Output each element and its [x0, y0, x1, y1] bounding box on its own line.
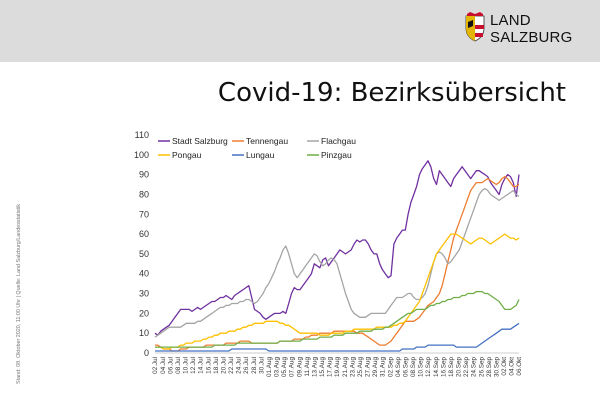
x-tick-label: 04.Okt [509, 357, 516, 376]
y-tick-label: 60 [139, 229, 149, 239]
x-tick-label: 06.Okt [516, 357, 523, 376]
chart-lines [154, 160, 520, 352]
legend-label: Stadt Salzburg [172, 136, 228, 146]
legend-entry: Pongau [158, 150, 202, 160]
y-tick-label: 30 [139, 289, 149, 299]
x-tick-label: 02.Jul [152, 357, 159, 374]
header-band [0, 0, 600, 62]
y-tick-label: 90 [139, 170, 149, 180]
x-tick-label: 30.Sep [493, 357, 500, 377]
x-tick-label: 04.Jul [160, 357, 167, 374]
x-tick-label: 15.Aug [319, 357, 326, 377]
x-tick-label: 25.Aug [357, 357, 364, 377]
y-tick-label: 50 [139, 249, 149, 259]
x-tick-label: 10.Sep [418, 357, 425, 377]
x-tick-label: 22.Sep [463, 357, 470, 377]
legend-entry: Pinzgau [307, 150, 352, 160]
x-tick-label: 19.Aug [334, 357, 341, 377]
land-salzburg-logo: LAND SALZBURG [464, 12, 594, 52]
x-tick-label: 20.Jul [220, 357, 227, 374]
x-tick-label: 11.Aug [304, 357, 311, 377]
x-tick-label: 08.Sep [410, 357, 417, 377]
x-tick-label: 30.Jul [258, 357, 265, 374]
x-tick-label: 31.Aug [380, 357, 387, 377]
x-tick-label: 28.Jul [251, 357, 258, 374]
x-tick-label: 16.Jul [205, 357, 212, 374]
x-tick-label: 24.Sep [471, 357, 478, 377]
x-tick-label: 27.Aug [365, 357, 372, 377]
legend-label: Flachgau [321, 136, 356, 146]
series-line-flachgau [154, 187, 520, 338]
x-tick-label: 07.Aug [289, 357, 296, 377]
logo-line-2: SALZBURG [490, 29, 573, 46]
x-tick-label: 13.Aug [311, 357, 318, 377]
series-line-pinzgau [155, 290, 520, 348]
x-tick-label: 05.Aug [281, 357, 288, 377]
x-tick-label: 12.Sep [425, 357, 432, 377]
y-tick-label: 0 [144, 348, 149, 358]
legend-entry: Stadt Salzburg [158, 136, 228, 146]
x-tick-label: 20.Sep [456, 357, 463, 377]
x-tick-label: 14.Jul [198, 357, 205, 374]
x-tick-label: 10.Jul [183, 357, 190, 374]
x-tick-label: 22.Jul [228, 357, 235, 374]
x-tick-label: 18.Jul [213, 357, 220, 374]
logo-line-1: LAND [490, 12, 531, 29]
x-tick-label: 23.Aug [349, 357, 356, 377]
y-tick-label: 20 [139, 308, 149, 318]
x-tick-label: 21.Aug [342, 357, 349, 377]
x-tick-label: 18.Sep [448, 357, 455, 377]
y-tick-label: 80 [139, 189, 149, 199]
series-line-pongau [155, 233, 520, 350]
legend-entry: Lungau [232, 150, 275, 160]
y-tick-label: 100 [134, 150, 149, 160]
salzburg-coat-of-arms-icon [465, 12, 485, 42]
x-tick-label: 14.Sep [433, 357, 440, 377]
x-tick-label: 02.Sep [387, 357, 394, 377]
legend-label: Tennengau [246, 136, 288, 146]
x-tick-label: 24.Jul [236, 357, 243, 374]
series-line-stadt-salzburg [154, 160, 520, 336]
x-tick-label: 01.Aug [266, 357, 273, 377]
x-tick-label: 08.Jul [175, 357, 182, 374]
legend-entry: Flachgau [307, 136, 356, 146]
legend-label: Pongau [172, 150, 202, 160]
x-tick-label: 28.Sep [486, 357, 493, 377]
legend-label: Pinzgau [321, 150, 352, 160]
y-tick-label: 70 [139, 209, 149, 219]
x-tick-label: 03.Aug [274, 357, 281, 377]
y-tick-label: 10 [139, 328, 149, 338]
legend-label: Lungau [246, 150, 275, 160]
x-tick-label: 26.Sep [478, 357, 485, 377]
y-tick-label: 110 [135, 130, 149, 140]
x-tick-label: 04.Sep [395, 357, 402, 377]
legend-entry: Tennengau [232, 136, 288, 146]
x-tick-label: 06.Jul [167, 357, 174, 374]
y-tick-label: 40 [139, 269, 149, 279]
x-tick-label: 02.Okt [501, 357, 508, 376]
x-tick-label: 16.Sep [440, 357, 447, 377]
series-line-lungau [155, 322, 520, 352]
x-tick-label: 29.Aug [372, 357, 379, 377]
chart-legend: Stadt Salzburg Tennengau Flachgau Pongau Lun… [158, 136, 356, 160]
x-tick-label: 12.Jul [190, 357, 197, 374]
x-tick-label: 17.Aug [327, 357, 334, 377]
x-tick-label: 09.Aug [296, 357, 303, 377]
page-title: Covid-19: Bezirksübersicht [217, 78, 566, 108]
x-tick-label: 26.Jul [243, 357, 250, 374]
x-tick-label: 06.Sep [402, 357, 409, 377]
